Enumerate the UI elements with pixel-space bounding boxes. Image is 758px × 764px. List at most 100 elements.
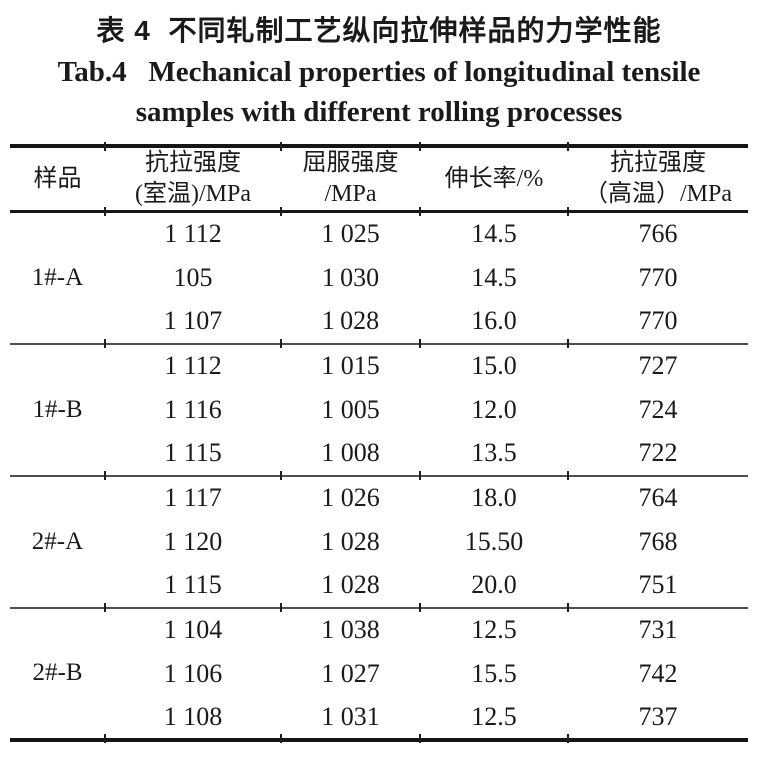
column-boundary-tick	[419, 338, 421, 348]
value-cell: 1 104	[163, 615, 223, 644]
table-caption-english-line2: samples with different rolling processes	[135, 96, 623, 128]
value-cell: 1 116	[164, 394, 222, 424]
table-row: 1#-A 1 112 1 025 14.5 766	[10, 211, 748, 345]
value-cell: 1 028	[281, 563, 420, 609]
value-cell: 16.0	[420, 299, 568, 345]
sample-label: 1#-B	[10, 343, 105, 477]
value-cell: 15.50	[464, 526, 524, 556]
value-cell: 13.5	[420, 431, 568, 477]
value-cell: 1 117	[164, 483, 222, 512]
column-header: 抗拉强度 （高温）/MPa	[568, 146, 748, 213]
sample-group: 1#-B 1 112 1 015 15.0 727 1 116 1 005 12.0 724 1 …	[10, 343, 748, 477]
value-cell: 768	[638, 526, 678, 556]
column-boundary-tick	[567, 142, 569, 151]
table-row: 2#-A 1 117 1 026 18.0 764	[10, 475, 748, 609]
column-boundary-tick	[104, 602, 106, 612]
sample-label: 2#-A	[10, 475, 105, 609]
table-caption-english-line1: Tab.4 Mechanical properties of longitudi…	[57, 56, 701, 88]
value-cell: 12.5	[471, 615, 517, 644]
column-boundary-tick	[567, 602, 569, 612]
value-cell: 737	[568, 695, 748, 742]
value-cell: 751	[568, 563, 748, 609]
value-cell: 1 028	[321, 526, 380, 556]
table-row: 1 115 1 008 13.5 722	[10, 431, 748, 477]
value-cell: 18.0	[471, 483, 517, 512]
value-cell: 1 028	[281, 299, 420, 345]
value-cell: 764	[638, 483, 678, 512]
value-cell: 1 112	[164, 219, 222, 249]
value-cell: 1 008	[281, 431, 420, 477]
value-cell: 1 026	[321, 483, 380, 512]
table-row: 1 106 1 027 15.5 742	[10, 652, 748, 696]
value-cell: 742	[638, 658, 678, 688]
value-cell: 1 015	[321, 351, 380, 380]
value-cell: 770	[638, 262, 678, 292]
value-cell: 1 120	[163, 526, 223, 556]
table-row: 1 115 1 028 20.0 751	[10, 563, 748, 609]
column-boundary-tick	[419, 470, 421, 480]
value-cell: 1 038	[321, 615, 380, 644]
value-cell: 1 108	[105, 695, 281, 742]
column-boundary-tick	[567, 733, 569, 743]
column-header: 抗拉强度 (室温)/MPa	[105, 146, 281, 213]
sample-group: 2#-B 1 104 1 038 12.5 731 1 106 1 027 15.5 742 1 …	[10, 607, 748, 742]
value-cell: 105	[173, 262, 213, 292]
table-row: 1 120 1 028 15.50 768	[10, 520, 748, 564]
table-wrapper: 样品 抗拉强度 (室温)/MPa 屈服强度 /MPa 伸长率/% 抗拉强度 （高温）/M…	[10, 142, 748, 743]
column-boundary-tick	[280, 142, 282, 151]
value-cell: 12.5	[420, 695, 568, 742]
column-boundary-tick	[419, 142, 421, 151]
column-boundary-tick	[280, 206, 282, 216]
column-boundary-tick	[567, 470, 569, 480]
table-row: 1#-B 1 112 1 015 15.0 727	[10, 343, 748, 477]
value-cell: 724	[638, 394, 678, 424]
column-boundary-tick	[280, 602, 282, 612]
mechanical-properties-table: 样品 抗拉强度 (室温)/MPa 屈服强度 /MPa 伸长率/% 抗拉强度 （高温）/M…	[10, 144, 748, 742]
column-header: 屈服强度 /MPa	[281, 146, 420, 213]
table-row: 1 116 1 005 12.0 724	[10, 388, 748, 432]
table-caption-chinese: 表 4 不同轧制工艺纵向拉伸样品的力学性能	[96, 15, 662, 46]
column-header: 伸长率/%	[420, 146, 568, 213]
value-cell: 770	[568, 299, 748, 345]
value-cell: 1 115	[105, 563, 281, 609]
column-boundary-tick	[567, 338, 569, 348]
value-cell: 1 025	[321, 219, 380, 249]
table-row: 105 1 030 14.5 770	[10, 256, 748, 300]
column-boundary-tick	[419, 206, 421, 216]
value-cell: 766	[638, 219, 678, 249]
sample-group: 1#-A 1 112 1 025 14.5 766 105 1 030 14.5 770 1 10…	[10, 211, 748, 345]
column-boundary-tick	[104, 338, 106, 348]
column-boundary-tick	[280, 733, 282, 743]
value-cell: 1 115	[105, 431, 281, 477]
value-cell: 1 106	[163, 658, 223, 688]
value-cell: 1 027	[321, 658, 380, 688]
value-cell: 1 107	[105, 299, 281, 345]
table-row: 1 108 1 031 12.5 737	[10, 695, 748, 742]
column-boundary-tick	[104, 206, 106, 216]
value-cell: 14.5	[471, 262, 517, 292]
sample-label: 2#-B	[10, 607, 105, 742]
column-boundary-tick	[104, 142, 106, 151]
value-cell: 1 031	[281, 695, 420, 742]
value-cell: 12.0	[471, 394, 517, 424]
column-boundary-tick	[419, 602, 421, 612]
table-row: 1 107 1 028 16.0 770	[10, 299, 748, 345]
value-cell: 1 005	[321, 394, 380, 424]
column-boundary-tick	[104, 470, 106, 480]
value-cell: 1 030	[321, 262, 380, 292]
table-header: 样品 抗拉强度 (室温)/MPa 屈服强度 /MPa 伸长率/% 抗拉强度 （高温）/M…	[10, 146, 748, 213]
value-cell: 722	[568, 431, 748, 477]
value-cell: 14.5	[471, 219, 517, 249]
column-boundary-tick	[280, 338, 282, 348]
column-header: 样品	[10, 146, 105, 213]
table-captions: 表 4 不同轧制工艺纵向拉伸样品的力学性能 Tab.4 Mechanical p…	[0, 0, 758, 132]
sample-label: 1#-A	[10, 211, 105, 345]
sample-group: 2#-A 1 117 1 026 18.0 764 1 120 1 028 15.50 768 1…	[10, 475, 748, 609]
column-boundary-tick	[419, 733, 421, 743]
column-boundary-tick	[104, 733, 106, 743]
column-boundary-tick	[280, 470, 282, 480]
value-cell: 15.0	[471, 351, 517, 380]
table-row: 2#-B 1 104 1 038 12.5 731	[10, 607, 748, 742]
value-cell: 20.0	[420, 563, 568, 609]
